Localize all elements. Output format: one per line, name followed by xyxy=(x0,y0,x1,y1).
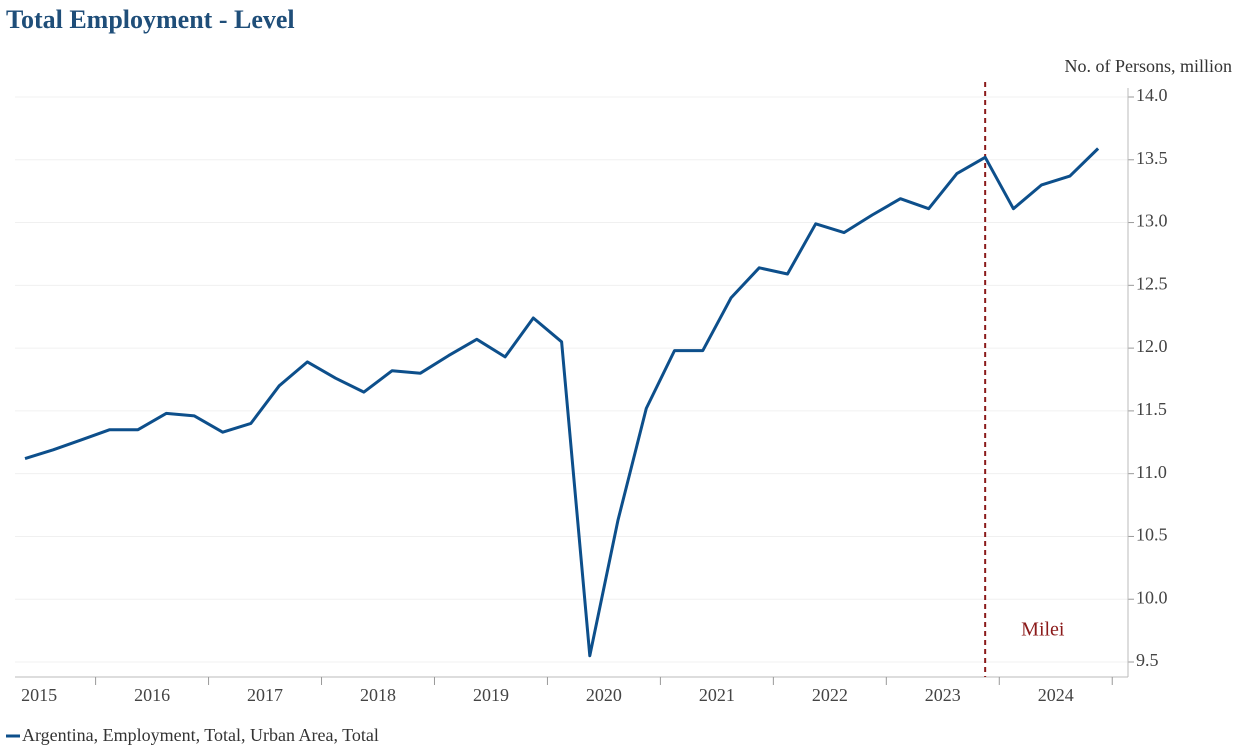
y-tick-label: 10.0 xyxy=(1136,587,1168,607)
x-tick-label: 2021 xyxy=(699,685,735,705)
series-line xyxy=(24,147,1100,658)
x-tick-label: 2020 xyxy=(586,685,622,705)
y-tick-label: 12.5 xyxy=(1136,273,1168,293)
x-tick-label: 2017 xyxy=(247,685,283,705)
x-tick-label: 2023 xyxy=(925,685,961,705)
y-tick-label: 13.5 xyxy=(1136,148,1168,168)
x-tick-label: 2018 xyxy=(360,685,396,705)
legend-label: Argentina, Employment, Total, Urban Area… xyxy=(22,725,379,745)
y-tick-label: 11.5 xyxy=(1136,399,1167,419)
x-tick-label: 2016 xyxy=(134,685,170,705)
y-tick-label: 12.0 xyxy=(1136,336,1168,356)
x-tick-label: 2015 xyxy=(21,685,57,705)
y-tick-label: 10.5 xyxy=(1136,525,1168,545)
x-tick-label: 2022 xyxy=(812,685,848,705)
event-label: Milei xyxy=(1021,619,1065,641)
y-tick-label: 9.5 xyxy=(1136,650,1159,670)
x-tick-label: 2024 xyxy=(1038,685,1074,705)
x-tick-label: 2019 xyxy=(473,685,509,705)
y-tick-label: 13.0 xyxy=(1136,211,1168,231)
y-tick-label: 11.0 xyxy=(1136,462,1167,482)
chart-title: Total Employment - Level xyxy=(6,5,295,34)
y-axis-label: No. of Persons, million xyxy=(1064,56,1232,76)
y-tick-label: 14.0 xyxy=(1136,85,1168,105)
